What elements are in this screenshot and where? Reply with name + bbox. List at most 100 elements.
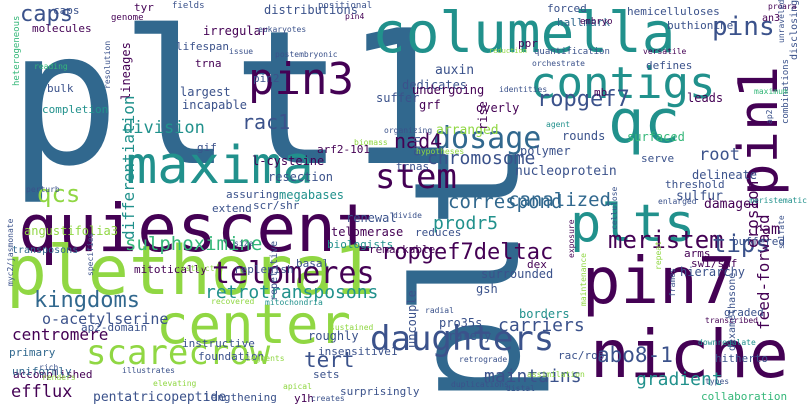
cloud-word: instructive [182, 337, 255, 350]
cloud-word: largest [180, 85, 231, 99]
cloud-word: segments [246, 354, 285, 363]
cloud-word: genome [111, 13, 144, 23]
cloud-word: elevating [153, 379, 197, 388]
cloud-word: illustrates [122, 366, 175, 375]
cloud-word: lineages [119, 42, 133, 100]
cloud-word: arranged [436, 123, 499, 138]
cloud-word: hierarchy [680, 265, 746, 279]
cloud-word: surfaced [627, 130, 685, 144]
cloud-word: telomeres [212, 256, 375, 291]
cloud-word: pins [712, 12, 775, 42]
cloud-word: rise [476, 101, 490, 130]
cloud-word: columella [372, 1, 676, 66]
cloud-word: roughly [308, 329, 359, 343]
cloud-word: reading [34, 62, 68, 71]
cloud-word: surrounded [481, 267, 554, 281]
cloud-word: ropgef7deltac [381, 240, 554, 265]
cloud-word: grf [419, 98, 441, 112]
cloud-word: contigs [530, 58, 716, 109]
cloud-word: graded [724, 306, 764, 319]
cloud-word: plethora1 [6, 232, 375, 311]
cloud-word: tyr [134, 1, 154, 14]
cloud-word: efflux [11, 382, 73, 402]
cloud-word: retrotransposons [205, 282, 379, 303]
cloud-word: resection [268, 170, 334, 184]
cloud-word: maximum [754, 87, 788, 96]
cloud-word: renewal [346, 211, 397, 225]
cloud-word: reduces [415, 226, 462, 239]
cloud-word: plts [570, 194, 696, 254]
cloud-word: chromosome [427, 148, 536, 169]
cloud-word: gradient [636, 369, 723, 390]
cloud-word: perturb [26, 185, 60, 194]
cloud-word: biomass [354, 138, 388, 147]
cloud-word: resolution [103, 40, 112, 89]
cloud-word: ram [753, 220, 781, 238]
cloud-word: incapable [182, 98, 248, 112]
cloud-word: embryo [580, 17, 613, 27]
cloud-word: identities [499, 85, 548, 94]
cloud-word: maintenance [579, 253, 588, 306]
cloud-word: retrograde [459, 355, 508, 364]
cloud-word: unraveled [777, 0, 786, 44]
cloud-word: carriers [498, 315, 585, 336]
cloud-word: sulfate [777, 215, 786, 249]
cloud-word: arf2-101 [317, 143, 370, 156]
cloud-word: orchestrate [532, 59, 585, 68]
cloud-word: caps [20, 2, 73, 27]
cloud-word: dedicates [402, 78, 468, 92]
cloud-word: stem [375, 157, 457, 197]
cloud-word: prodr5 [433, 213, 499, 234]
cloud-word: transposons [12, 245, 79, 256]
cloud-word: ropgef7 [537, 87, 630, 112]
cloud-word: repetitive [269, 240, 280, 301]
cloud-word: root [699, 145, 740, 165]
cloud-word: mb [594, 86, 608, 99]
cloud-word: kingdoms [34, 288, 140, 313]
cloud-word: telomerase [331, 225, 404, 239]
cloud-word: centromere [12, 325, 109, 344]
cloud-word: canalized [508, 189, 611, 211]
cloud-word: qc [608, 87, 681, 157]
cloud-word: uniformly [12, 365, 72, 378]
cloud-word: foundation [198, 350, 265, 363]
cloud-word: gsh [476, 282, 498, 296]
cloud-word: assimilation [527, 370, 585, 379]
cloud-word: delineate [692, 168, 758, 182]
cloud-word: divide [393, 211, 422, 220]
cloud-word: size [234, 239, 254, 248]
cloud-word: auxin [435, 63, 475, 78]
cloud-word: suffer [376, 91, 420, 105]
cloud-word: hallmark [557, 16, 610, 29]
cloud-word: nucleoprotein [515, 164, 617, 179]
cloud-word: l-cysteine [252, 154, 325, 168]
cloud-word: forced [547, 2, 587, 15]
cloud-word: daughters [370, 319, 555, 359]
cloud-word: radial [425, 306, 454, 315]
cloud-word: molecules [32, 22, 92, 35]
cloud-word: scarecrow [86, 333, 271, 373]
cloud-word: division [123, 118, 205, 138]
cloud-word: trnas [396, 160, 430, 173]
cloud-word: niche [590, 316, 789, 393]
cloud-word: ap2-domain [81, 321, 148, 334]
cloud-word: renders [42, 373, 76, 382]
cloud-word: pin2 [253, 72, 280, 85]
cloud-word: pro35s [439, 316, 483, 330]
cloud-word: myc2/jasmonate [6, 218, 15, 286]
cloud-word: ppr [518, 37, 538, 50]
cloud-word: frames [668, 268, 677, 297]
cloud-word: buthionine [667, 19, 734, 32]
cloud-word: differentiation [119, 95, 138, 241]
cloud-word: correspond [448, 191, 563, 213]
cloud-word: rich [39, 363, 59, 372]
cloud-word: meristem [608, 226, 724, 254]
cloud-word: mitotically [134, 263, 207, 276]
cloud-word: pin7 [582, 245, 737, 319]
cloud-word: mitochondria [265, 298, 323, 307]
cloud-word: rac1 [242, 110, 291, 134]
cloud-word: duplications [451, 380, 509, 389]
cloud-word: assuring [226, 188, 279, 201]
cloud-word: biologists [327, 238, 394, 251]
